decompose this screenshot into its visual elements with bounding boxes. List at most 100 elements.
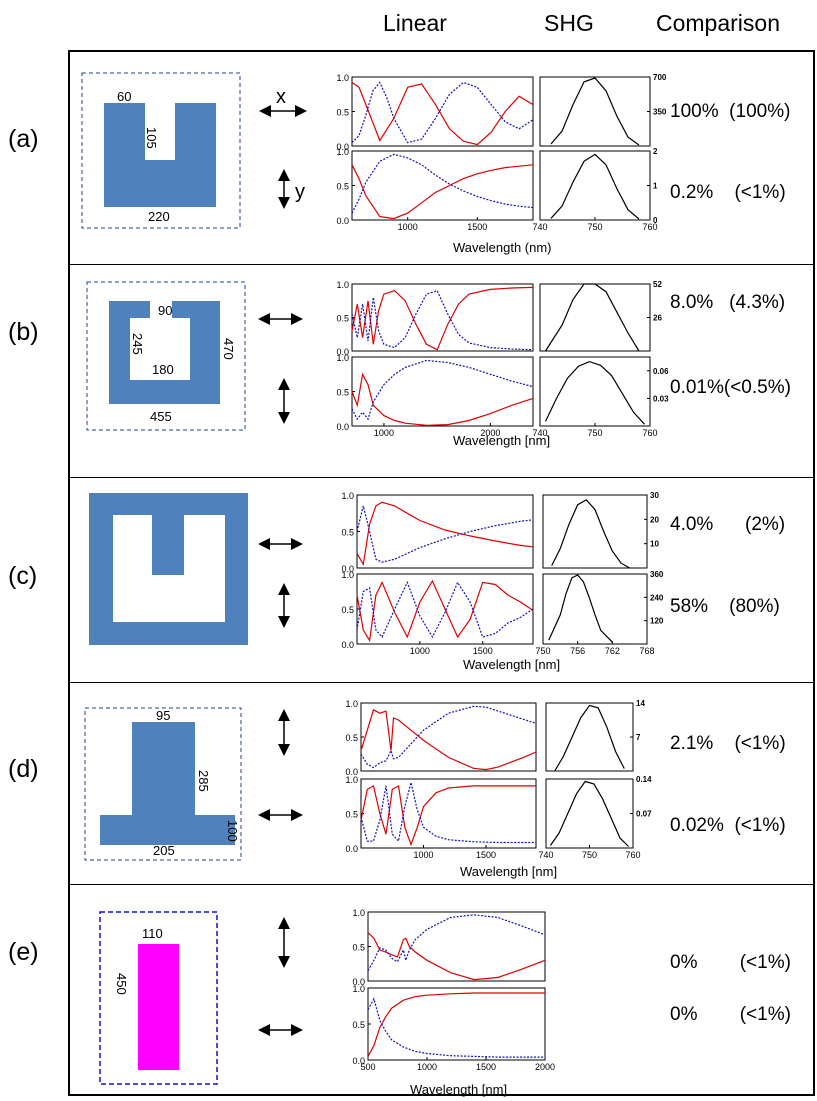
dim-a-inner: 105	[144, 127, 159, 149]
x-tick-label: 500	[360, 1062, 375, 1072]
x-tick-label: 1500	[467, 222, 487, 232]
y-tick-label: 0.03	[653, 394, 669, 403]
x-tick-label: 1000	[410, 646, 430, 656]
plot-frame	[542, 573, 648, 645]
x-tick-label: 768	[639, 646, 654, 656]
x-tick-label: 740	[532, 222, 547, 232]
x-tick-label: 740	[538, 850, 553, 860]
plot-frame	[539, 76, 651, 147]
series-line-blue	[360, 705, 537, 769]
y-tick-label: 0.5	[345, 733, 358, 743]
y-tick-label: 1.0	[336, 147, 349, 157]
plot-d-linear-top: 0.0 0.5 1.0	[345, 699, 537, 777]
pol-label-x: x	[276, 86, 286, 108]
dim-d-stem: 285	[196, 770, 211, 792]
row-label-d: (d)	[8, 755, 39, 783]
dashed-unit-cell-e	[99, 911, 218, 1085]
y-tick-label: 0	[653, 216, 658, 225]
y-tick-label: 0.0	[352, 1056, 365, 1066]
row-label-b: (b)	[8, 318, 39, 346]
y-tick-label: 14	[636, 699, 645, 708]
y-tick-label: 1.0	[341, 570, 354, 580]
header-linear: Linear	[383, 10, 447, 36]
y-tick-label: 0.5	[336, 182, 349, 192]
x-tick-label: 1000	[413, 850, 433, 860]
x-tick-label: 750	[535, 646, 550, 656]
row-label-c: (c)	[8, 562, 38, 590]
series-line-blue	[356, 580, 534, 639]
dim-d-top: 95	[156, 708, 170, 723]
series-line-black	[551, 499, 630, 569]
dashed-unit-cell-b	[86, 281, 246, 431]
series-line-blue	[351, 359, 534, 421]
x-tick-label: 1500	[473, 646, 493, 656]
y-tick-label: 0.0	[345, 767, 358, 777]
xlabel-e: Wavelength [nm]	[410, 1082, 508, 1097]
x-tick-label: 750	[587, 222, 602, 232]
y-tick-label: 0.0	[336, 347, 349, 357]
dim-b-inner-h: 245	[130, 333, 145, 355]
c-shape-b	[109, 301, 220, 404]
x-tick-label: 2000	[480, 428, 500, 438]
series-line-black	[554, 704, 625, 772]
y-tick-label: 360	[650, 570, 664, 579]
plot-c-linear-bottom: 0.0 0.5 1.0 1000 1500	[341, 570, 534, 656]
row-separator	[70, 884, 813, 885]
y-tick-label: 0.0	[345, 844, 358, 854]
dim-d-base-h: 100	[225, 820, 240, 842]
y-tick-label: 26	[653, 314, 662, 323]
plot-a-shg-top: 700 350	[539, 73, 667, 147]
series-line-red	[351, 82, 534, 146]
dim-b-gap: 90	[158, 303, 172, 318]
plot-d-shg-top: 14 7	[545, 699, 645, 772]
x-tick-label: 762	[605, 646, 620, 656]
header-shg: SHG	[544, 10, 594, 36]
y-tick-label: 52	[653, 280, 662, 289]
plot-frame	[356, 494, 534, 569]
series-line-red	[351, 164, 534, 220]
series-line-black	[550, 153, 640, 220]
y-tick-label: 240	[650, 593, 664, 602]
pct-b1: 8.0% (4.3%)	[670, 292, 786, 313]
plot-frame	[351, 150, 534, 221]
y-tick-label: 0.0	[352, 977, 365, 987]
x-tick-label: 750	[587, 428, 602, 438]
row-separator	[70, 264, 813, 265]
series-line-black	[548, 574, 613, 643]
xlabel-d: Wavelength [nm]	[460, 864, 558, 879]
plot-frame	[360, 702, 537, 772]
y-tick-label: 0.06	[653, 367, 669, 376]
x-tick-label: 1000	[417, 1062, 437, 1072]
plot-c-shg-bottom: 360 240 120 750 756 762 768	[535, 570, 663, 656]
dashed-unit-cell-a	[81, 72, 241, 229]
dim-e-width: 110	[142, 926, 163, 941]
x-tick-label: 760	[625, 850, 640, 860]
xlabel-b: Wavelength [nm]	[453, 433, 551, 448]
y-tick-label: 0.0	[336, 142, 349, 152]
y-tick-label: 30	[650, 491, 659, 500]
plot-frame	[539, 356, 651, 427]
plot-b-shg-bottom: 0.06 0.03 740 750 760	[532, 356, 669, 438]
y-tick-label: 1.0	[336, 280, 349, 290]
series-line-black	[550, 77, 640, 146]
u-shape-a	[104, 103, 216, 207]
y-tick-label: 0.5	[345, 810, 358, 820]
x-tick-label: 756	[570, 646, 585, 656]
y-tick-label: 10	[650, 540, 659, 549]
row-label-e: (e)	[8, 938, 39, 966]
plot-a-shg-bottom: 2 1 0 740 750 760	[532, 147, 658, 232]
series-line-red	[367, 992, 545, 1057]
row-separator	[70, 682, 813, 683]
series-line-blue	[351, 81, 534, 144]
series-line-blue	[360, 782, 536, 844]
y-tick-label: 1.0	[345, 775, 358, 785]
pct-a2: 0.2% (<1%)	[670, 182, 786, 203]
x-tick-label: 750	[582, 850, 597, 860]
series-line-red	[367, 932, 546, 981]
dim-b-outer-h: 470	[221, 338, 236, 360]
series-line-red	[360, 784, 536, 847]
series-line-blue	[351, 289, 534, 351]
pct-c2: 58% (80%)	[670, 596, 780, 617]
plot-b-linear-top: 0.0 0.5 1.0	[336, 280, 534, 357]
plot-frame	[351, 283, 534, 352]
